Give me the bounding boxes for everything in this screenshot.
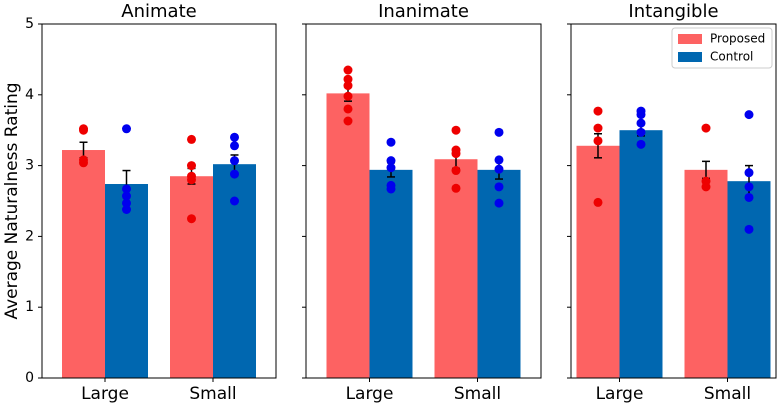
y-tick-label: 5 — [25, 16, 34, 32]
data-point — [744, 182, 754, 192]
bar — [576, 145, 620, 378]
data-point — [230, 156, 239, 166]
bar — [105, 184, 148, 378]
panel-frame — [305, 23, 542, 379]
data-point — [187, 214, 196, 224]
data-point — [187, 161, 196, 171]
panel-title: Intangible — [628, 1, 718, 22]
data-point — [494, 182, 504, 192]
data-point — [187, 134, 196, 144]
data-point — [187, 175, 196, 185]
data-point — [744, 168, 754, 178]
data-point — [386, 156, 396, 166]
x-tick-label: Large — [346, 384, 394, 404]
bar — [170, 176, 213, 378]
data-point — [744, 224, 754, 234]
data-point — [79, 125, 88, 135]
data-point — [494, 127, 504, 137]
data-point — [494, 198, 504, 208]
data-point — [343, 116, 353, 126]
data-point — [744, 192, 754, 202]
data-point — [343, 81, 353, 91]
x-tick-label: Large — [81, 384, 129, 404]
data-point — [79, 158, 88, 168]
data-point — [593, 136, 603, 146]
legend-swatch — [678, 52, 702, 62]
panel-title: Animate — [121, 1, 196, 22]
panel-frame — [570, 23, 777, 379]
data-point — [494, 155, 504, 165]
data-point — [636, 127, 646, 137]
data-point — [230, 132, 239, 142]
data-point — [122, 198, 131, 208]
y-tick-label: 4 — [25, 87, 34, 103]
y-tick-label: 3 — [25, 158, 34, 174]
bar — [326, 93, 370, 378]
bar — [434, 159, 478, 378]
data-point — [744, 110, 754, 120]
data-point — [230, 141, 239, 151]
panel-frame — [41, 23, 277, 379]
data-point — [343, 65, 353, 75]
data-point — [451, 183, 461, 193]
data-point — [636, 110, 646, 120]
y-axis-label: Average Naturalness Rating — [2, 82, 22, 319]
data-point — [451, 166, 461, 176]
y-tick-label: 2 — [25, 228, 34, 244]
data-point — [386, 137, 396, 147]
data-point — [230, 196, 239, 206]
y-tick-label: 0 — [25, 370, 34, 386]
bar — [369, 169, 413, 378]
data-point — [494, 164, 504, 174]
data-point — [122, 191, 131, 201]
bar — [62, 150, 105, 378]
legend-label: Proposed — [710, 32, 765, 46]
data-point — [122, 204, 131, 214]
data-point — [451, 149, 461, 159]
bar — [619, 130, 663, 378]
data-point — [593, 123, 603, 133]
data-point — [343, 104, 353, 114]
data-point — [636, 118, 646, 128]
x-tick-label: Small — [189, 384, 236, 404]
bar — [213, 164, 256, 378]
data-point — [122, 184, 131, 194]
data-point — [343, 74, 353, 84]
bar — [727, 181, 771, 378]
data-point — [230, 169, 239, 179]
data-point — [343, 91, 353, 101]
data-point — [386, 184, 396, 194]
legend-label: Control — [710, 50, 753, 64]
x-tick-label: Small — [704, 384, 751, 404]
data-point — [593, 106, 603, 116]
data-point — [701, 123, 711, 133]
data-point — [451, 125, 461, 135]
data-point — [593, 197, 603, 207]
data-point — [122, 124, 131, 134]
x-tick-label: Small — [454, 384, 501, 404]
data-point — [636, 139, 646, 149]
panel-title: Inanimate — [378, 1, 469, 22]
data-point — [701, 182, 711, 192]
bar — [684, 169, 728, 378]
x-tick-label: Large — [596, 384, 644, 404]
y-tick-label: 1 — [25, 299, 34, 315]
legend-swatch — [678, 34, 702, 44]
data-point — [386, 163, 396, 173]
